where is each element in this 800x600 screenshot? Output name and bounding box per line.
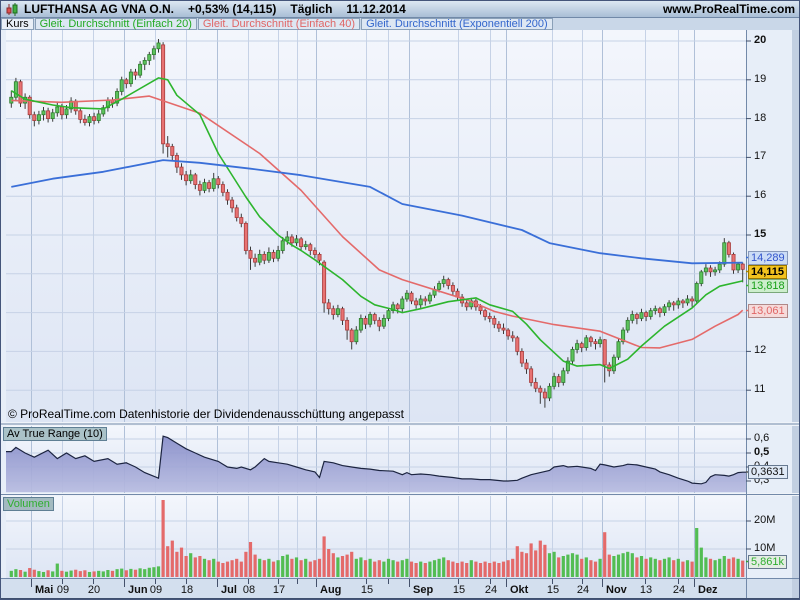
copyright-note: © ProRealTime.com Datenhistorie der Divi… bbox=[8, 407, 404, 421]
price-axis-label: 11 bbox=[754, 383, 766, 396]
time-axis-label: Sep bbox=[413, 584, 434, 596]
time-axis-label: 24 bbox=[484, 584, 498, 596]
time-axis-label: 15 bbox=[546, 584, 560, 596]
legend-sma20[interactable]: Gleit. Durchschnitt (Einfach 20) bbox=[34, 18, 197, 30]
ema200-value-box: 14,289 bbox=[748, 251, 788, 265]
time-axis-label: 15 bbox=[452, 584, 466, 596]
legend-kurs[interactable]: Kurs bbox=[1, 18, 34, 30]
time-axis-label: Okt bbox=[510, 584, 529, 596]
price-axis-label: 16 bbox=[754, 189, 767, 202]
legend-row: Kurs Gleit. Durchschnitt (Einfach 20) Gl… bbox=[1, 18, 799, 30]
candlestick-icon bbox=[5, 2, 19, 16]
time-axis-label: 09 bbox=[56, 584, 70, 596]
date-label: 11.12.2014 bbox=[346, 2, 406, 16]
time-axis-label: 15 bbox=[360, 584, 374, 596]
legend-sma40[interactable]: Gleit. Durchschnitt (Einfach 40) bbox=[197, 18, 361, 30]
sma20-value-box: 13,818 bbox=[748, 279, 788, 293]
volume-panel-label[interactable]: Volumen bbox=[3, 497, 54, 511]
watermark: www.ProRealTime.com bbox=[662, 2, 795, 16]
change-value: +0,53% (14,115) bbox=[188, 2, 277, 16]
time-axis-label: 24 bbox=[672, 584, 686, 596]
atr-axis-label: 0,6 bbox=[754, 432, 770, 444]
atr-panel-label[interactable]: Av True Range (10) bbox=[3, 427, 107, 441]
price-axis-label: 12 bbox=[754, 344, 767, 357]
atr-axis-label: 0,5 bbox=[754, 446, 770, 458]
price-axis-label: 15 bbox=[754, 228, 767, 240]
time-axis-label: 24 bbox=[576, 584, 590, 596]
time-axis-label: Dez bbox=[698, 584, 718, 596]
legend-ema200[interactable]: Gleit. Durchschnitt (Exponentiell 200) bbox=[361, 18, 553, 30]
time-axis-label: Mai bbox=[35, 584, 54, 596]
time-axis-label: 17 bbox=[272, 584, 286, 596]
time-axis-label: 20 bbox=[87, 584, 101, 596]
volume-axis-label: 10M bbox=[754, 542, 776, 554]
time-axis-label: 08 bbox=[242, 584, 256, 596]
time-axis-label: Aug bbox=[320, 584, 342, 596]
atr-value-box: 0,3631 bbox=[748, 465, 788, 479]
time-axis-label: Jul bbox=[221, 584, 237, 596]
price-axis-label: 19 bbox=[754, 72, 767, 85]
time-axis-label: 13 bbox=[639, 584, 653, 596]
price-axis-label: 20 bbox=[754, 34, 767, 46]
volume-axis-label: 20M bbox=[754, 514, 776, 526]
time-axis-label: Jun bbox=[128, 584, 148, 596]
volume-value-box: 5,861k bbox=[748, 555, 788, 569]
sma40-value-box: 13,061 bbox=[748, 304, 788, 318]
price-axis-label: 17 bbox=[754, 150, 767, 163]
time-axis-label: 18 bbox=[180, 584, 194, 596]
instrument-title: LUFTHANSA AG VNA O.N. bbox=[24, 2, 174, 16]
timeframe-label: Täglich bbox=[290, 2, 333, 16]
price-axis-label: 18 bbox=[754, 111, 767, 124]
title-bar: LUFTHANSA AG VNA O.N. +0,53% (14,115) Tä… bbox=[1, 1, 799, 18]
time-axis-label: 09 bbox=[149, 584, 163, 596]
last-price-box: 14,115 bbox=[748, 265, 788, 279]
time-axis-label: Nov bbox=[606, 584, 627, 596]
